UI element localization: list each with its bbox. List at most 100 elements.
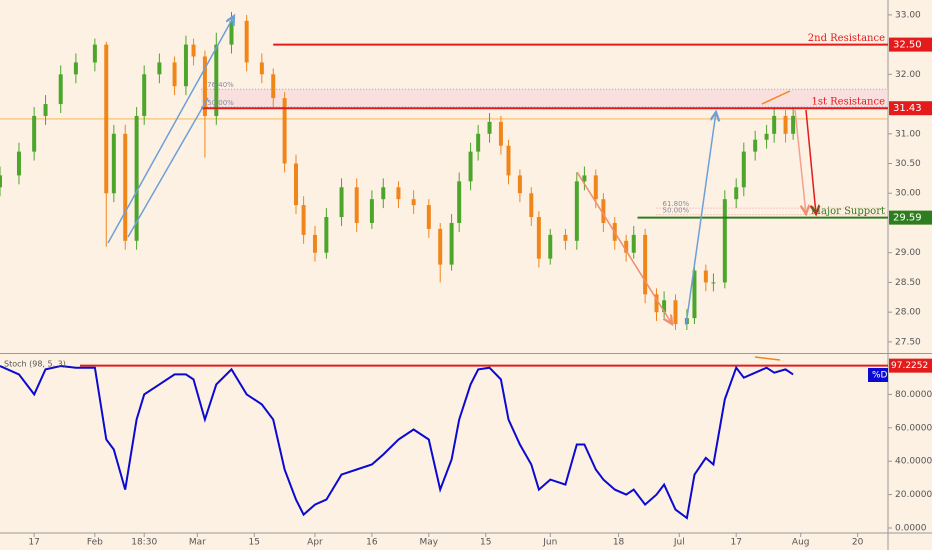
x-tick-label: 20 [852,538,864,548]
candle-body [487,121,492,134]
level-tag [889,358,932,373]
candle-body [354,187,359,223]
stoch-line [0,364,794,520]
x-tick-label: 15 [249,538,260,548]
divergence-line [761,90,791,105]
candle-body [662,300,667,313]
candle-body [142,74,147,116]
y-tick-label: 60.0000 [895,423,932,433]
y-tick-label: 30.50 [895,159,921,169]
candle-body [536,217,541,259]
candle-body [772,115,777,134]
candle-body [476,133,481,152]
y-tick-label: 27.50 [895,337,921,347]
level-name: Major Support [811,206,885,217]
candle-body [506,145,511,176]
candle-body [517,175,522,194]
candle-body [312,234,317,253]
y-tick-label: 40.0000 [895,457,932,467]
candle-body [624,240,629,253]
y-tick-label: 29.00 [895,248,921,258]
x-tick-label: May [420,538,439,548]
trend-arrow [107,16,234,244]
candle-body [457,181,462,223]
candle-body [411,199,416,206]
x-tick-label: 17 [28,538,39,548]
candle-body [244,20,249,63]
candle-body [673,300,678,325]
candle-body [643,234,648,295]
x-tick-label: Aug [792,538,810,548]
level-tag [889,101,932,116]
y-tick-label: 32.00 [895,70,921,80]
level-value: 31.43 [893,103,922,114]
fib-label: 50.00% [207,99,234,107]
x-tick-label: Mar [189,538,206,548]
trend-arrow [685,112,716,326]
trend-arrow [576,171,672,324]
fib-label: 61.80% [663,200,690,208]
x-tick-label: Jul [673,538,685,548]
y-tick-label: 33.00 [895,10,921,20]
legend-label: %D [872,371,888,381]
candle-body [183,44,188,87]
candle-body [468,151,473,182]
x-tick-label: Apr [307,538,323,548]
x-tick-label: 18:30 [131,538,157,548]
candle-body [593,175,598,200]
x-tick-label: 17 [730,538,741,548]
candle-body [214,44,219,116]
y-tick-label: 31.00 [895,129,921,139]
x-tick-label: 16 [366,538,378,548]
candle-body [574,181,579,241]
x-tick-label: 18 [613,538,625,548]
fib-label: 76.40% [207,81,234,89]
candle-body [104,44,109,194]
candle-body [438,228,443,265]
candle-body [123,133,128,241]
trend-arrow [127,97,209,238]
candle-body [548,234,553,259]
x-tick-label: Feb [87,538,103,548]
candle-body [396,187,401,200]
y-tick-label: 80.0000 [895,390,932,400]
candle-body [172,62,177,87]
candle-body [449,222,454,265]
candle-body [734,187,739,200]
level-value: 29.59 [893,213,922,224]
y-tick-label: 28.50 [895,278,921,288]
candle-body [753,139,758,152]
annotations [107,16,816,361]
level-name: 1st Resistance [811,97,885,108]
fib-label: 50.00% [663,207,690,215]
candle-body [58,74,63,105]
candle-body [426,205,431,229]
candle-body [711,282,716,284]
x-tick-label: 15 [480,538,491,548]
x-tick-label: Jun [542,538,557,548]
candle-body [157,62,162,75]
level-value: 97.2252 [891,361,928,371]
candle-body [324,217,329,253]
candle-body [601,199,606,223]
candle-body [764,133,769,140]
candle-body [92,44,97,63]
candle-body [229,20,234,45]
legend-tag [868,368,888,382]
y-tick-label: 30.00 [895,189,921,199]
candle-body [369,199,374,223]
target-arrow [794,109,806,214]
candle-body [529,193,534,218]
candle-body [259,62,264,75]
candle-body [43,104,48,116]
candle-body [294,163,298,206]
divergence-line [754,356,781,361]
candle-body [741,151,746,188]
candle-body [16,151,21,176]
candle-body [0,175,2,188]
candle-body [692,270,697,319]
candle-body [271,74,276,99]
